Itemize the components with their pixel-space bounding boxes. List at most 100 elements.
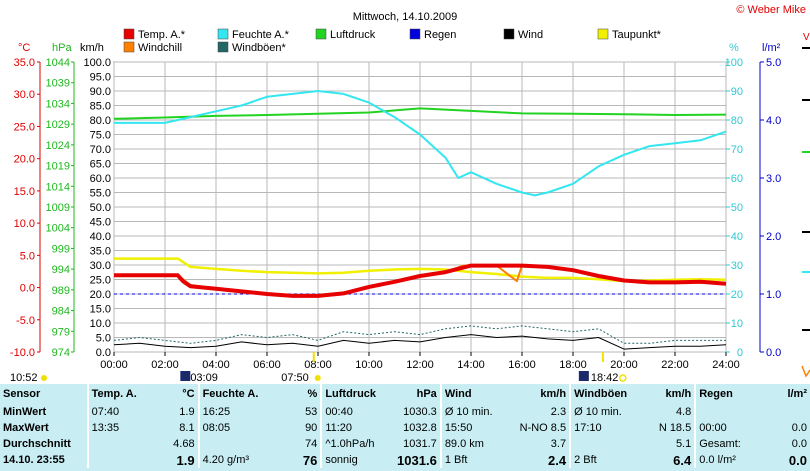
x-tick-label: 20:00 xyxy=(610,359,638,371)
legend-swatch xyxy=(217,41,229,53)
moon-icon xyxy=(180,371,191,381)
sunset-moon-icon xyxy=(578,371,589,381)
stats-cell: 00:00 xyxy=(694,420,769,436)
temp-tick-label: 35.0 xyxy=(14,57,35,69)
legend-swatch xyxy=(409,28,421,40)
wind-tick-label: 35.0 xyxy=(90,246,111,258)
wind-tick-label: 0.0 xyxy=(96,347,111,359)
series-lines xyxy=(113,90,727,350)
wind-tick-label: 5.0 xyxy=(96,333,111,345)
unit-label-humidity: % xyxy=(729,42,739,54)
pressure-tick-label: 974 xyxy=(52,347,70,359)
legend-label: Windböen* xyxy=(232,42,287,54)
legend-label: Luftdruck xyxy=(330,29,376,41)
stats-cell: 08:05 xyxy=(197,420,275,436)
stats-cell: Gesamt: xyxy=(694,436,769,452)
legend-swatch xyxy=(123,41,135,53)
stats-cell: 13:35 xyxy=(86,420,148,436)
wind-tick-label: 60.0 xyxy=(90,173,111,185)
stats-cell: MinWert xyxy=(3,406,47,418)
stats-cell: 1 Bft xyxy=(439,452,513,468)
weather-chart: Mittwoch, 14.10.2009 © Weber Mike Temp. … xyxy=(10,4,810,384)
stats-cell: l/m² xyxy=(787,388,807,400)
x-tick-label: 00:00 xyxy=(100,359,128,371)
temp-tick-label: 30.0 xyxy=(14,89,35,101)
sunrise-label: 07:50 xyxy=(281,372,309,384)
pressure-tick-label: 984 xyxy=(52,306,70,318)
stats-cell xyxy=(86,436,148,452)
stats-cell: 3.7 xyxy=(550,438,567,450)
x-tick-label: 22:00 xyxy=(661,359,689,371)
pressure-tick-label: 1029 xyxy=(46,119,70,131)
unit-label-rain: l/m² xyxy=(762,42,781,54)
stats-cell: 1031.7 xyxy=(403,438,437,450)
moonset-label: 10:52 xyxy=(10,372,38,384)
svg-text:V: V xyxy=(803,32,810,43)
rain-tick-label: 4.0 xyxy=(766,115,781,127)
wind-tick-label: 80.0 xyxy=(90,115,111,127)
wind-tick-label: 40.0 xyxy=(90,231,111,243)
axis-ticks: 00:00 02:00 04:00 06:00 08:00 10:00 12:00 14:00… xyxy=(10,57,781,371)
pressure-tick-label: 1004 xyxy=(46,223,70,235)
stats-cell: hPa xyxy=(416,388,437,400)
stats-cell: 0.0 xyxy=(791,422,807,434)
stats-cell: 07:40 xyxy=(86,404,148,420)
grid-lines xyxy=(113,61,727,353)
x-tick-label: 12:00 xyxy=(406,359,434,371)
temp-tick-label: 20.0 xyxy=(14,154,35,166)
copyright-label: © Weber Mike xyxy=(736,4,806,16)
moonrise-label: 03:09 xyxy=(190,372,218,384)
legend-label: Windchill xyxy=(138,42,182,54)
pressure-tick-label: 989 xyxy=(52,285,70,297)
humidity-tick-label: 20 xyxy=(731,289,743,301)
pressure-tick-label: 1034 xyxy=(46,98,70,110)
stats-cell: Ø 10 min. xyxy=(439,404,513,420)
stats-cell: km/h xyxy=(665,388,692,400)
stats-row: MinWert 07:40 1.9 16:25 53 00:40 1030.3 Ø 10 mi… xyxy=(0,404,810,420)
humidity-tick-label: 60 xyxy=(731,173,743,185)
x-tick-label: 04:00 xyxy=(202,359,230,371)
stats-cell: sonnig xyxy=(320,452,384,468)
temp-tick-label: -5.0 xyxy=(16,315,35,327)
stats-cell: 90 xyxy=(305,422,318,434)
stats-cell: 74 xyxy=(305,438,318,450)
x-tick-label: 10:00 xyxy=(355,359,383,371)
pressure-tick-label: 1044 xyxy=(46,57,70,69)
stats-cell: N 18.5 xyxy=(658,422,692,434)
wind-tick-label: 20.0 xyxy=(90,289,111,301)
stats-cell: 0.0 xyxy=(788,452,807,468)
pressure-tick-label: 1019 xyxy=(46,161,70,173)
stats-cell: % xyxy=(307,388,318,400)
stats-cell: 1031.6 xyxy=(397,452,437,468)
stats-row: 14.10. 23:55 1.9 4.20 g/m³ 76 sonnig 1031.6 1 … xyxy=(0,452,810,468)
sun-dot-icon xyxy=(41,375,47,381)
sunset-sun-icon xyxy=(619,374,627,382)
wind-tick-label: 55.0 xyxy=(90,188,111,200)
wind-tick-label: 50.0 xyxy=(90,202,111,214)
stats-cell: Regen xyxy=(694,384,769,404)
wind-line xyxy=(113,334,727,350)
stats-cell: 89.0 km xyxy=(439,436,513,452)
stats-cell: 2.3 xyxy=(550,406,567,418)
wind-tick-label: 10.0 xyxy=(90,318,111,330)
humidity-tick-label: 30 xyxy=(731,260,743,272)
wind-tick-label: 85.0 xyxy=(90,101,111,113)
wind-tick-label: 15.0 xyxy=(90,304,111,316)
stats-cell: 11:20 xyxy=(320,420,384,436)
rain-tick-label: 5.0 xyxy=(766,57,781,69)
stats-cell: ^1.0hPa/h xyxy=(320,436,384,452)
stats-cell: 2 Bft xyxy=(569,452,646,468)
temp-tick-label: 25.0 xyxy=(14,121,35,133)
humidity-tick-label: 90 xyxy=(731,86,743,98)
chart-title: Mittwoch, 14.10.2009 xyxy=(353,11,458,23)
stats-row: Durchschnitt 4.68 74 ^1.0hPa/h 1031.7 89.0 km… xyxy=(0,436,810,452)
legend-label: Taupunkt* xyxy=(612,29,662,41)
stats-cell xyxy=(768,404,810,420)
stats-cell: Wind xyxy=(439,384,513,404)
rain-tick-label: 3.0 xyxy=(766,173,781,185)
temp-tick-label: 0.0 xyxy=(20,283,35,295)
sunrise-sun-icon xyxy=(314,375,321,381)
x-tick-label: 24:00 xyxy=(712,359,740,371)
pressure-tick-label: 1009 xyxy=(46,202,70,214)
rain-tick-label: 2.0 xyxy=(766,231,781,243)
